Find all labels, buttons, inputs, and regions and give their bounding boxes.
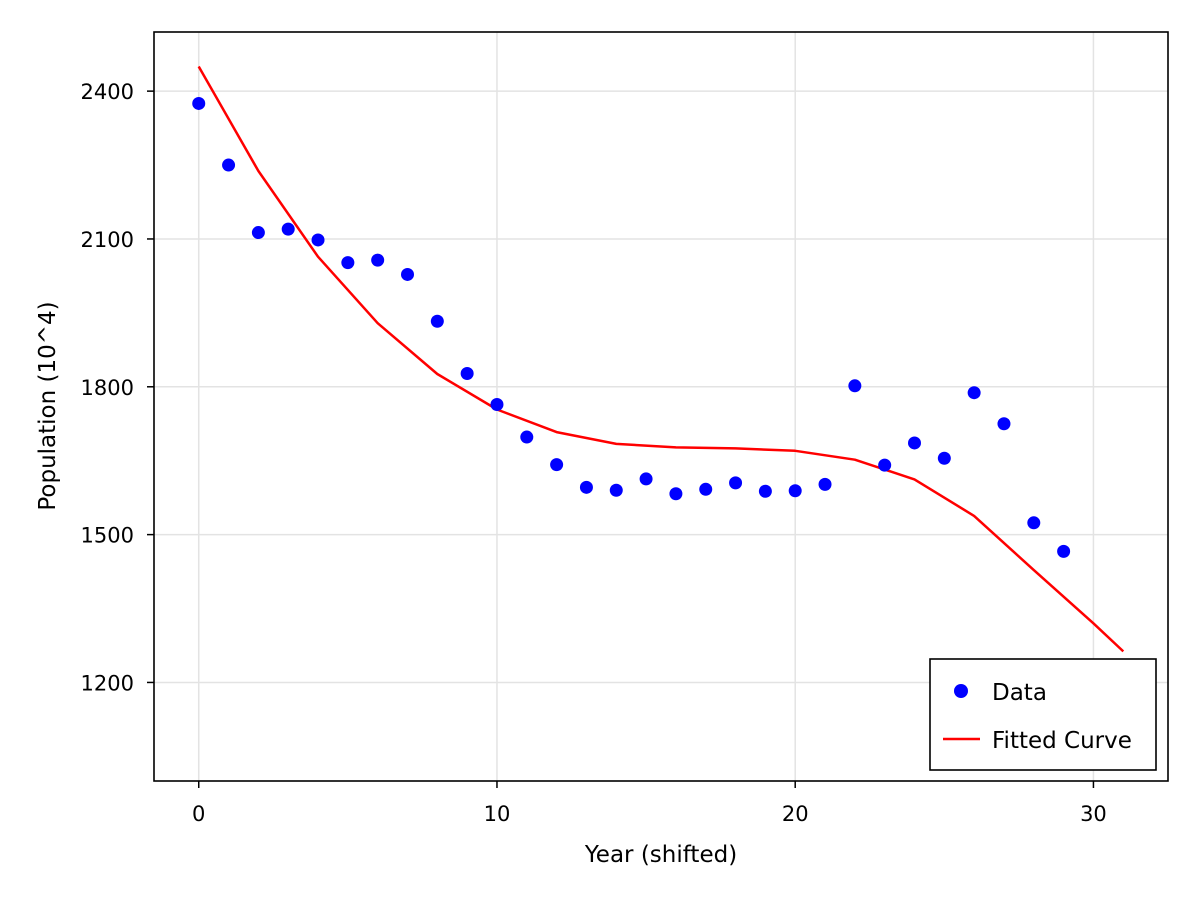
series-line-fitted-curve <box>197 65 1125 653</box>
data-point <box>908 436 921 450</box>
data-point <box>609 483 623 497</box>
data-point <box>579 480 593 494</box>
data-point <box>639 472 653 486</box>
data-point <box>937 451 951 465</box>
y-tick-label: 1500 <box>81 524 134 548</box>
data-point <box>311 233 325 247</box>
y-tick-label: 1200 <box>81 671 134 695</box>
x-axis-ticks: 0 10 20 30 <box>192 781 1107 826</box>
legend-box <box>929 658 1157 771</box>
data-point <box>758 484 772 498</box>
data-point <box>848 379 862 393</box>
data-point <box>520 430 534 444</box>
data-point <box>818 477 832 491</box>
data-point <box>371 253 385 267</box>
data-point <box>997 417 1011 431</box>
data-point <box>699 482 713 496</box>
data-point <box>967 386 981 400</box>
legend-label-fitted-curve: Fitted Curve <box>992 728 1132 754</box>
x-tick-label: 0 <box>192 802 205 826</box>
plot-frame <box>153 31 1169 782</box>
data-point <box>878 458 892 472</box>
data-point <box>192 96 206 110</box>
data-point <box>460 366 474 380</box>
legend-marker-data <box>954 684 968 698</box>
data-point <box>401 267 414 281</box>
series-layer <box>192 65 1125 653</box>
data-point <box>788 484 802 498</box>
y-tick-label: 1800 <box>81 376 134 400</box>
legend-label-data: Data <box>992 680 1047 706</box>
data-point <box>341 256 355 270</box>
data-point <box>430 314 444 328</box>
y-axis-label: Population (10^4) <box>35 301 61 510</box>
data-point <box>222 158 236 172</box>
data-point <box>669 487 683 501</box>
data-point <box>490 398 504 412</box>
legend: Data Fitted Curve <box>929 658 1157 771</box>
y-tick-label: 2400 <box>81 80 134 104</box>
data-point <box>281 222 295 236</box>
x-tick-label: 20 <box>782 802 809 826</box>
y-axis-ticks: 1200 1500 1800 2100 2400 <box>81 80 154 695</box>
data-point <box>1057 544 1071 558</box>
data-point <box>550 458 564 472</box>
y-tick-label: 2100 <box>81 228 134 252</box>
data-point <box>1027 516 1041 530</box>
data-point <box>729 476 743 490</box>
data-point <box>251 226 265 240</box>
x-tick-label: 10 <box>484 802 511 826</box>
x-axis-label: Year (shifted) <box>584 842 737 868</box>
x-tick-label: 30 <box>1080 802 1107 826</box>
